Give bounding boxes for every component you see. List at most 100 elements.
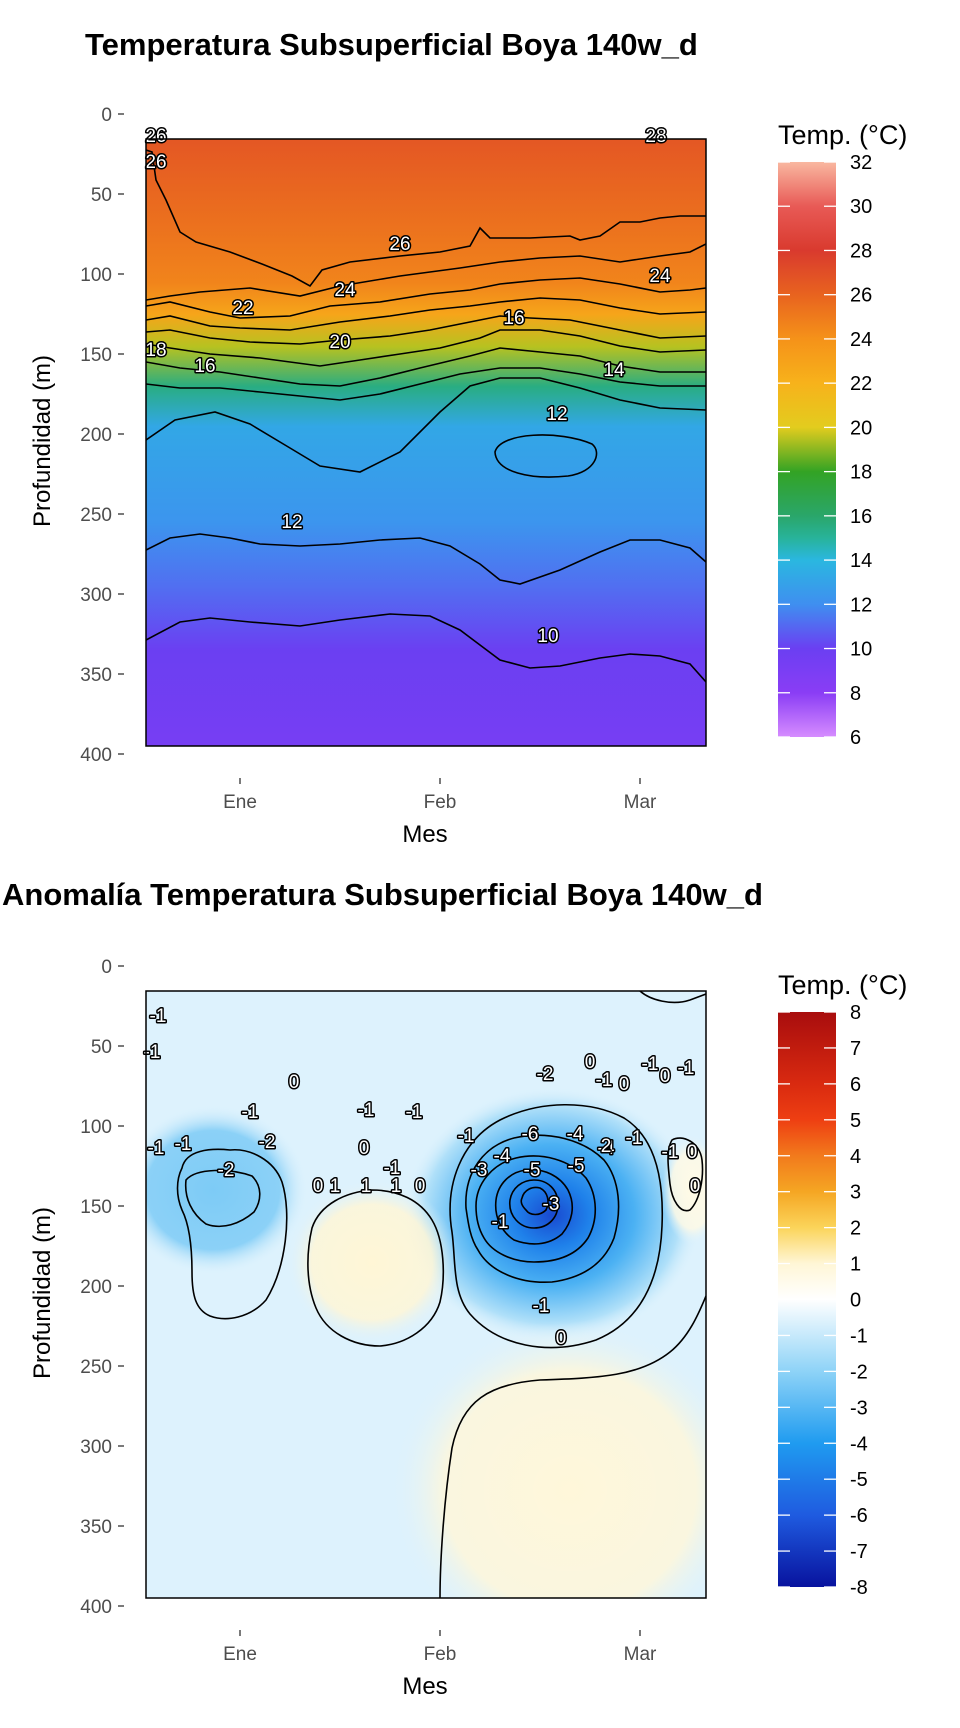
x-axis-label: Mes	[402, 821, 447, 848]
contour-label: -4	[598, 1138, 615, 1159]
legend-tick-label: 7	[850, 1038, 861, 1060]
contour-label: 20	[329, 332, 350, 353]
contour-neg2-cold	[465, 1134, 620, 1283]
contour-label: 18	[145, 340, 166, 361]
contour-label: 0	[687, 1142, 698, 1163]
contour-label: 1	[391, 1176, 402, 1197]
contour-label: -1	[150, 1006, 167, 1027]
contour-neg1-cold	[449, 1103, 664, 1349]
contour-label: -1	[492, 1212, 509, 1233]
x-tick-label: Ene	[223, 792, 257, 813]
contour-neg3-cold	[475, 1155, 597, 1263]
x-tick-label: Feb	[424, 1644, 457, 1665]
y-tick-label: 350	[80, 1517, 112, 1538]
legend-tick-group: 8 7 6 5 4 3 2 1 0 -1 -2 -3 -4 -5 -6 -7 -8	[778, 1002, 868, 1599]
legend-tick-label: 14	[850, 550, 872, 572]
legend-tick-label: 24	[850, 329, 872, 351]
contour-label: -1	[144, 1042, 161, 1063]
legend-tick-label: -2	[850, 1361, 868, 1383]
contour-label: -1	[406, 1102, 423, 1123]
legend-tick-label: 6	[850, 727, 861, 749]
y-tick-label: 400	[80, 745, 112, 766]
contour-neg6-cold	[520, 1186, 549, 1216]
legend-tick-label: 8	[850, 1002, 861, 1024]
x-tick-label: Feb	[424, 792, 457, 813]
x-tick-label: Mar	[624, 1644, 657, 1665]
plot-area: 26 26 28 26 24 24 22 20 18 16 16 14 12 12 10	[144, 125, 707, 747]
cold-core-patch	[402, 1087, 702, 1343]
chart-title: Temperatura Subsuperficial Boya 140w_d	[85, 27, 698, 62]
contour-label: -1	[242, 1102, 259, 1123]
legend-tick-label: 30	[850, 196, 872, 218]
contour-16	[146, 367, 706, 401]
legend-tick-label: 26	[850, 285, 872, 307]
contour-label: -1	[358, 1100, 375, 1121]
contour-label: -1	[175, 1134, 192, 1155]
legend-tick-label: 28	[850, 240, 872, 262]
x-tick-label: Ene	[223, 1644, 257, 1665]
y-tick-label: 300	[80, 1437, 112, 1458]
legend-tick-label: -7	[850, 1541, 868, 1563]
contour-label: 26	[145, 126, 166, 147]
legend-tick-label: -8	[850, 1577, 868, 1599]
contour-0-right-small	[667, 1137, 704, 1212]
contour-label: 0	[415, 1176, 426, 1197]
contour-label: -1	[596, 1070, 613, 1091]
legend-tick-label: 4	[850, 1146, 861, 1168]
contour-label: 0	[660, 1066, 671, 1087]
legend-tick-label: 2	[850, 1218, 861, 1240]
contour-label: 0	[619, 1074, 630, 1095]
contour-label: 26	[145, 152, 166, 173]
contour-20	[146, 329, 706, 367]
y-tick-label: 250	[80, 1357, 112, 1378]
y-tick-label: 100	[80, 1117, 112, 1138]
legend-tick-label: -3	[850, 1397, 868, 1419]
contour-label: 26	[389, 234, 410, 255]
contour-23	[146, 297, 706, 331]
contour-label: 16	[503, 308, 524, 329]
contour-label: 0	[690, 1176, 701, 1197]
contour-label: -1	[662, 1142, 679, 1163]
legend-tick-label: 32	[850, 152, 872, 174]
y-axis: 0 50 100 150 200 250 300 350 400 Profundidad (m)	[29, 105, 124, 766]
contour-24	[146, 277, 706, 319]
legend-tick-label: 8	[850, 683, 861, 705]
contour-0-top-right	[639, 991, 706, 1004]
contour-label: 22	[232, 298, 253, 319]
contour-neg2-left	[184, 1169, 261, 1228]
contour-label: -2	[537, 1064, 554, 1085]
y-tick-label: 100	[80, 265, 112, 286]
y-axis-label: Profundidad (m)	[29, 1207, 56, 1379]
y-tick-label: 200	[80, 425, 112, 446]
legend-tick-label: -5	[850, 1469, 868, 1491]
contour-label: 10	[537, 626, 558, 647]
contour-label-group: -1-1-1 -1 -2-2-10-1 -10-1-1-11 1 1 00-2-4-6-5-…	[142, 1005, 702, 1351]
legend-tick-label: 10	[850, 639, 872, 661]
legend: Temp. (°C) 32 30 28 26 24 22 20 18 16 14 12 10 8 6	[778, 120, 907, 749]
contour-label: 14	[603, 360, 625, 381]
contour-label: 1	[361, 1176, 372, 1197]
y-axis-label: Profundidad (m)	[29, 355, 56, 527]
y-tick-label: 350	[80, 665, 112, 686]
contour-label: 12	[281, 512, 302, 533]
y-tick-label: 150	[80, 1197, 112, 1218]
y-tick-label: 50	[91, 1037, 112, 1058]
plot-area: -1-1-1 -1 -2-2-10-1 -10-1-1-11 1 1 00-2-4-6-5-…	[142, 990, 707, 1599]
x-axis: Ene Feb Mar Mes	[223, 778, 657, 848]
right-warm-patch	[662, 1135, 706, 1245]
contour-label: 24	[649, 266, 671, 287]
contour-18	[146, 347, 706, 387]
legend-tick-label: -6	[850, 1505, 868, 1527]
contour-label: -2	[218, 1160, 235, 1181]
contour-22	[146, 315, 706, 345]
contour-label: 16	[194, 356, 215, 377]
contour-label-group: 26 26 28 26 24 24 22 20 18 16 16 14 12 12 10	[144, 125, 673, 649]
contour-label: 0	[556, 1328, 567, 1349]
contour-label: 0	[313, 1176, 324, 1197]
contour-label: -1	[642, 1054, 659, 1075]
contour-0-lower-warm	[439, 1295, 706, 1598]
legend-tick-label: 18	[850, 462, 872, 484]
contour-11	[146, 613, 706, 683]
contour-label: 1	[330, 1176, 341, 1197]
contour-label: -5	[568, 1156, 585, 1177]
